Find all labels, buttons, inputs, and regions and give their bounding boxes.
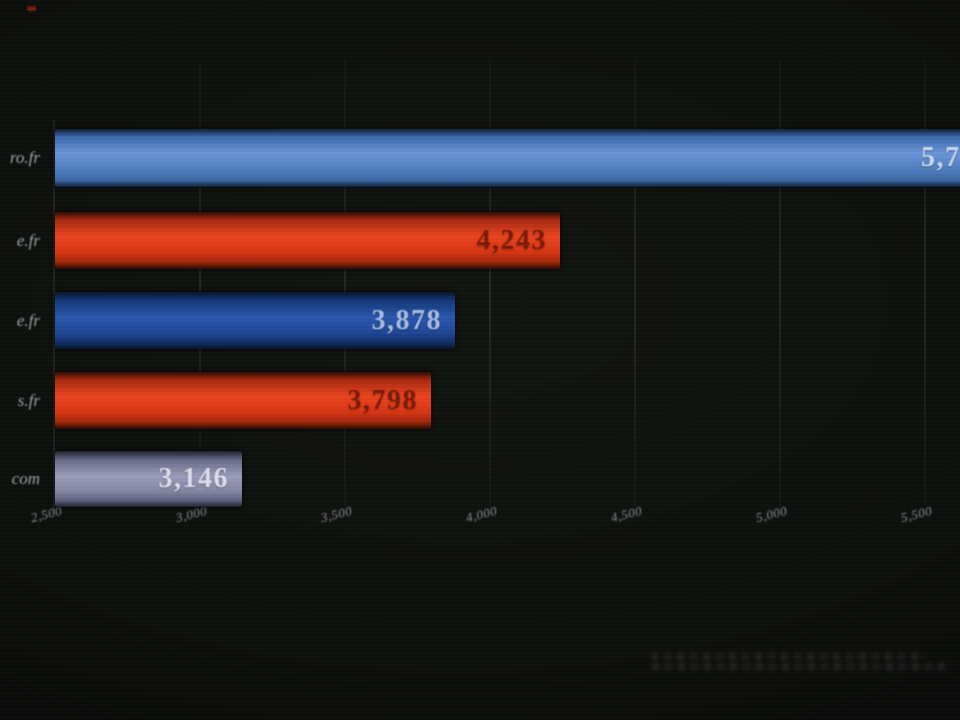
x-axis-tick-label: 5,500: [899, 503, 934, 526]
x-axis-tick-label: 3,000: [174, 503, 209, 526]
category-label: ro.fr: [9, 148, 40, 167]
x-axis-tick-label: 5,000: [754, 503, 789, 526]
bar-value-label: 4,243: [476, 224, 547, 256]
bar: 3,798: [55, 372, 431, 429]
x-axis-tick-label: 3,500: [319, 503, 354, 526]
x-axis-tick-label: 4,500: [609, 503, 644, 526]
category-label: e.fr: [16, 310, 40, 330]
category-label: e.fr: [16, 230, 40, 250]
gridline: [344, 60, 346, 506]
x-axis-tick-label: 4,000: [464, 503, 499, 526]
category-label: com: [11, 469, 40, 488]
gridline: [634, 60, 636, 506]
gridline: [779, 60, 781, 506]
bar: 4,243: [55, 212, 560, 269]
bar-value-label: 3,798: [347, 384, 418, 416]
bar: 5,72: [55, 129, 960, 187]
bar-value-label: 5,72: [921, 142, 960, 173]
red-speck: [27, 6, 36, 11]
gridline: [924, 60, 926, 506]
gridline: [489, 60, 491, 506]
bar-value-label: 3,878: [371, 304, 442, 336]
watermark-text: [642, 650, 952, 676]
bar-value-label: 3,146: [158, 463, 229, 494]
category-label: s.fr: [17, 390, 40, 410]
gridline: [199, 60, 201, 506]
bar: 3,146: [55, 451, 242, 507]
y-axis-line: [53, 120, 55, 512]
bar: 3,878: [55, 292, 455, 349]
